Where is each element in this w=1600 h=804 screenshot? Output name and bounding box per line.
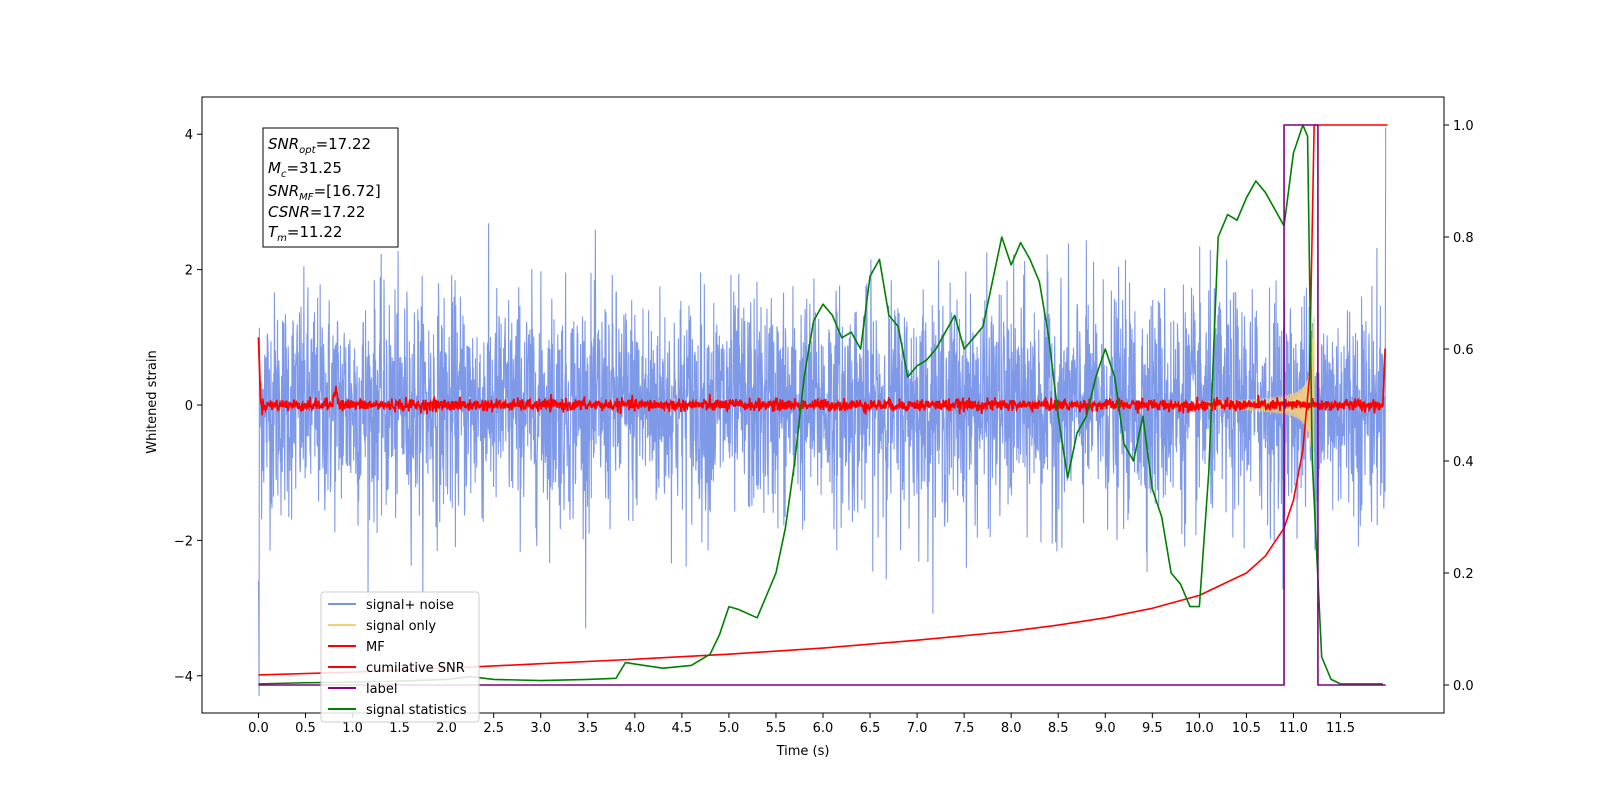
x-tick-label: 5.0: [719, 721, 740, 736]
x-tick-label: 4.0: [624, 721, 645, 736]
x-tick-label: 2.5: [483, 721, 504, 736]
x-tick-label: 11.0: [1279, 721, 1308, 736]
x-tick-label: 5.5: [766, 721, 787, 736]
x-tick-label: 6.0: [813, 721, 834, 736]
x-tick-label: 9.0: [1095, 721, 1116, 736]
y2-tick-label: 0.0: [1453, 679, 1474, 694]
legend-label-signal-statistics: signal statistics: [366, 703, 467, 718]
x-tick-label: 1.5: [389, 721, 410, 736]
x-tick-label: 11.5: [1326, 721, 1355, 736]
x-tick-label: 2.0: [436, 721, 457, 736]
snr-opt-text: SNRopt=17.22: [268, 135, 371, 156]
x-tick-label: 0.0: [248, 721, 269, 736]
series-signal-statistics: [258, 124, 1383, 685]
y-tick-label: −2: [174, 534, 193, 549]
snr-mf-text: SNRMF=[16.72]: [268, 182, 381, 203]
x-tick-label: 6.5: [860, 721, 881, 736]
tm-text: Tm=11.22: [268, 223, 342, 244]
y-tick-label: 0: [185, 399, 193, 414]
series-signal-noise: [257, 127, 1387, 697]
chart-legend: signal+ noise signal only MF cumilative …: [320, 591, 480, 723]
y-tick-label: 2: [185, 264, 193, 279]
x-tick-label: 7.5: [954, 721, 975, 736]
x-tick-label: 8.0: [1001, 721, 1022, 736]
y2-tick-label: 1.0: [1453, 119, 1474, 134]
legend-label-mf: MF: [366, 640, 385, 655]
x-axis-label: Time (s): [776, 744, 830, 759]
x-tick-label: 3.0: [530, 721, 551, 736]
series-cumulative-snr: [258, 124, 1388, 676]
y2-tick-label: 0.6: [1453, 343, 1474, 358]
y2-tick-label: 0.4: [1453, 455, 1474, 470]
mc-text: Mc=31.25: [268, 159, 342, 180]
series-label: [258, 124, 1386, 686]
legend-label-label: label: [366, 682, 397, 697]
legend-label-signal-noise: signal+ noise: [366, 598, 454, 613]
x-tick-label: 9.5: [1142, 721, 1163, 736]
y2-tick-label: 0.8: [1453, 231, 1474, 246]
x-tick-label: 10.5: [1232, 721, 1261, 736]
annotation-frame: [262, 127, 399, 248]
legend-label-signal-only: signal only: [366, 619, 436, 634]
metrics-annotation-box: SNRopt=17.22 Mc=31.25 SNRMF=[16.72] CSNR…: [262, 127, 399, 248]
x-tick-label: 4.5: [672, 721, 693, 736]
x-tick-label: 0.5: [295, 721, 316, 736]
y2-tick-label: 0.2: [1453, 567, 1474, 582]
legend-label-cumulative-snr: cumilative SNR: [366, 661, 465, 676]
series-mf: [257, 337, 1387, 416]
axes-layer: 0.0 0.5 1.0 1.5 2.0 2.5 3.0 3.5 4.0 4.5 5.0 5.5 6.0 6…: [174, 96, 1474, 736]
y-tick-label: −4: [174, 670, 193, 685]
legend-frame: [320, 591, 480, 723]
x-tick-label: 3.5: [577, 721, 598, 736]
x-tick-label: 8.5: [1048, 721, 1069, 736]
csnr-text: CSNR=17.22: [268, 203, 365, 221]
x-tick-label: 1.0: [342, 721, 363, 736]
x-tick-label: 10.0: [1185, 721, 1214, 736]
y-tick-label: 4: [185, 128, 193, 143]
plot-layer: [257, 124, 1388, 697]
x-tick-label: 7.0: [907, 721, 928, 736]
y-axis-label: Whitened strain: [145, 350, 160, 453]
